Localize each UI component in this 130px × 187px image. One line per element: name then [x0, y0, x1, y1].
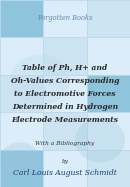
Bar [0, 75, 43, 112]
Bar [87, 150, 130, 187]
Bar [0, 150, 43, 187]
Ellipse shape [10, 55, 70, 105]
Bar [0, 37, 43, 75]
Bar [43, 37, 87, 75]
Text: With a Bibliography: With a Bibliography [35, 140, 95, 145]
Text: Electrode Measurements: Electrode Measurements [11, 116, 119, 124]
Text: Oh-Values Corresponding: Oh-Values Corresponding [11, 77, 119, 85]
Text: Forgotten Books: Forgotten Books [37, 14, 93, 22]
Bar [87, 75, 130, 112]
Bar [87, 37, 130, 75]
Text: Table of Ph, H+ and: Table of Ph, H+ and [22, 64, 108, 72]
Bar [87, 0, 130, 37]
Bar [0, 112, 43, 150]
Bar [87, 112, 130, 150]
Text: Carl Louis August Schmidt: Carl Louis August Schmidt [13, 169, 117, 177]
Bar [43, 0, 87, 37]
Ellipse shape [75, 117, 125, 163]
Text: to Electromotive Forces: to Electromotive Forces [14, 90, 116, 98]
Ellipse shape [0, 142, 40, 177]
Text: Determined in Hydrogen: Determined in Hydrogen [12, 103, 118, 111]
Bar [43, 150, 87, 187]
Bar [43, 112, 87, 150]
Bar [43, 75, 87, 112]
Text: by: by [61, 160, 69, 165]
Bar [0, 0, 43, 37]
